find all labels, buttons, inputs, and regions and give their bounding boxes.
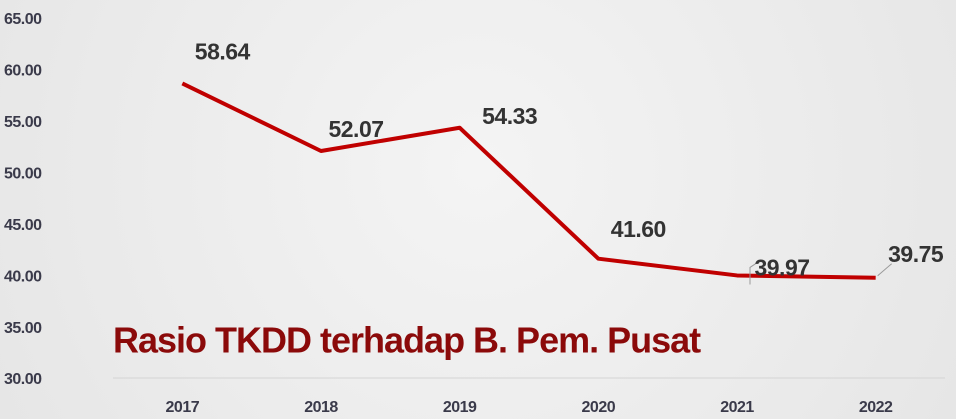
data-label: 39.75 (888, 241, 944, 267)
y-tick-label: 35.00 (4, 320, 42, 337)
data-label: 54.33 (482, 103, 537, 129)
data-label: 39.97 (754, 255, 809, 281)
x-tick-label: 2020 (582, 399, 616, 416)
data-label: 41.60 (611, 216, 666, 242)
chart-title: Rasio TKDD terhadap B. Pem. Pusat (113, 320, 701, 361)
x-tick-label: 2019 (443, 399, 477, 416)
y-tick-label: 55.00 (4, 114, 42, 131)
y-tick-label: 50.00 (4, 166, 42, 183)
leader-line (749, 263, 757, 285)
y-tick-label: 65.00 (4, 11, 42, 28)
y-tick-label: 45.00 (4, 217, 42, 234)
x-tick-label: 2021 (720, 399, 754, 416)
data-label: 58.64 (195, 38, 251, 64)
x-tick-label: 2017 (166, 399, 200, 416)
y-tick-label: 40.00 (4, 268, 42, 285)
x-tick-label: 2018 (304, 399, 338, 416)
x-tick-label: 2022 (859, 399, 893, 416)
line (181, 81, 876, 280)
leader-line (877, 263, 892, 277)
y-tick-label: 30.00 (4, 371, 42, 388)
data-label: 52.07 (328, 116, 383, 142)
y-tick-label: 60.00 (4, 63, 42, 80)
